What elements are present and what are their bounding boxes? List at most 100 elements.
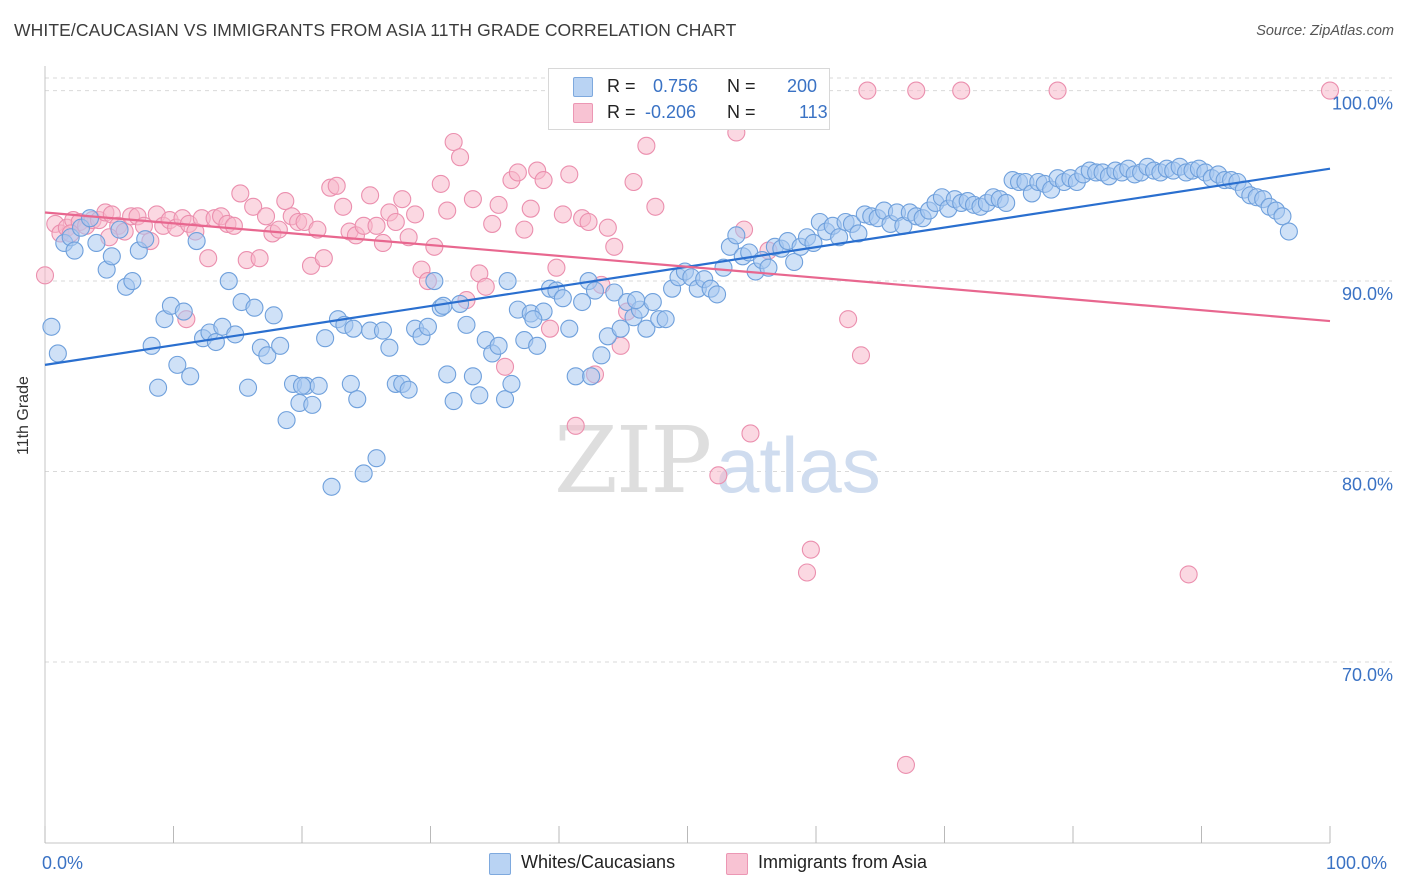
asia-point — [598, 218, 617, 237]
y-tick-label: 100.0% — [1332, 94, 1393, 114]
white-point — [785, 252, 804, 272]
asia-point — [250, 249, 269, 268]
white-point — [489, 336, 508, 355]
asia-point — [406, 205, 425, 224]
watermark-atlas: atlas — [716, 421, 881, 509]
white-point — [585, 281, 605, 300]
asia-point — [952, 81, 971, 100]
asia-point — [637, 136, 656, 155]
white-point — [110, 220, 129, 239]
asia-point — [560, 165, 579, 184]
asia-point — [624, 172, 643, 192]
white-point — [341, 374, 360, 393]
asia-point — [839, 310, 858, 329]
bottom-legend-label: Immigrants from Asia — [758, 852, 928, 872]
asia-point — [386, 212, 405, 232]
white-point — [102, 247, 121, 266]
asia-point — [444, 132, 463, 152]
white-point — [425, 272, 444, 291]
white-point — [1279, 222, 1298, 241]
white-point — [367, 449, 386, 468]
asia-point — [276, 192, 295, 211]
bottom-legend-swatch-blue — [489, 853, 511, 875]
white-point — [219, 272, 238, 291]
asia-point — [483, 214, 502, 233]
legend-n-label: N = — [727, 76, 756, 96]
asia-point — [314, 249, 333, 268]
white-point — [42, 317, 61, 336]
trend-lines — [44, 167, 1331, 366]
asia-point — [547, 258, 566, 277]
asia-point — [553, 205, 572, 224]
asia-point — [579, 212, 598, 232]
white-point — [438, 365, 457, 384]
white-point — [316, 329, 335, 348]
white-point — [643, 292, 662, 312]
legend-r-label: R = — [607, 76, 636, 96]
white-point — [348, 390, 367, 409]
white-point — [168, 355, 187, 374]
legend-swatch-blue — [573, 77, 593, 97]
white-point — [495, 390, 515, 409]
asia-point — [489, 195, 508, 214]
white-point — [123, 272, 142, 291]
asia-point — [327, 176, 346, 195]
white-point — [373, 321, 393, 340]
white-point — [759, 258, 778, 277]
asia-point — [495, 357, 515, 376]
white-point — [470, 386, 489, 405]
asia-point — [741, 424, 760, 443]
white-point — [80, 209, 100, 228]
white-point — [524, 310, 543, 329]
asia-point — [1320, 81, 1340, 100]
asia-point — [851, 346, 871, 365]
series-whites-caucasians — [42, 157, 1298, 496]
y-axis-label: 11th Grade — [15, 376, 32, 455]
asia-point — [540, 319, 560, 338]
asia-point — [231, 184, 250, 203]
watermark: ZIP atlas — [554, 407, 881, 514]
white-point — [271, 336, 290, 355]
white-point — [451, 294, 470, 313]
white-point — [611, 319, 630, 338]
white-point — [560, 319, 579, 338]
asia-point — [521, 199, 540, 218]
y-tick-labels: 70.0% 80.0% 90.0% 100.0% — [1332, 94, 1393, 685]
legend-n-value: 113 — [799, 102, 828, 122]
white-point — [708, 285, 727, 304]
white-point — [573, 292, 592, 312]
correlation-legend: R = 0.756 N = 200 R = -0.206 N = 113 — [548, 68, 830, 130]
asia-point — [256, 207, 276, 226]
asia-point — [896, 755, 916, 774]
white-point — [181, 367, 200, 386]
asia-point — [244, 197, 263, 216]
x-tick-label-min: 0.0% — [42, 853, 84, 873]
source-attribution: Source: ZipAtlas.com — [1256, 23, 1394, 39]
white-point — [605, 283, 624, 302]
asia-point — [508, 163, 527, 182]
y-tick-label: 90.0% — [1342, 284, 1393, 304]
white-point — [399, 380, 418, 399]
asia-point — [907, 81, 926, 100]
white-point — [463, 367, 482, 386]
asia-point — [199, 249, 218, 268]
white-point — [303, 395, 322, 414]
white-point — [309, 376, 328, 395]
legend-swatch-pink — [573, 103, 593, 123]
asia-point — [438, 201, 457, 220]
asia-point — [709, 466, 728, 485]
asia-point — [361, 186, 380, 205]
white-point — [65, 241, 84, 260]
white-point — [582, 367, 601, 386]
white-point — [444, 392, 463, 411]
asia-point — [476, 277, 495, 296]
asia-point — [224, 216, 243, 235]
asia-point — [646, 197, 665, 216]
asia-point — [534, 171, 553, 190]
asia-point — [463, 190, 482, 209]
white-point — [238, 378, 258, 397]
legend-r-value: 0.756 — [653, 76, 699, 96]
asia-point — [334, 197, 353, 216]
white-point — [727, 226, 746, 245]
asia-point — [858, 81, 877, 100]
